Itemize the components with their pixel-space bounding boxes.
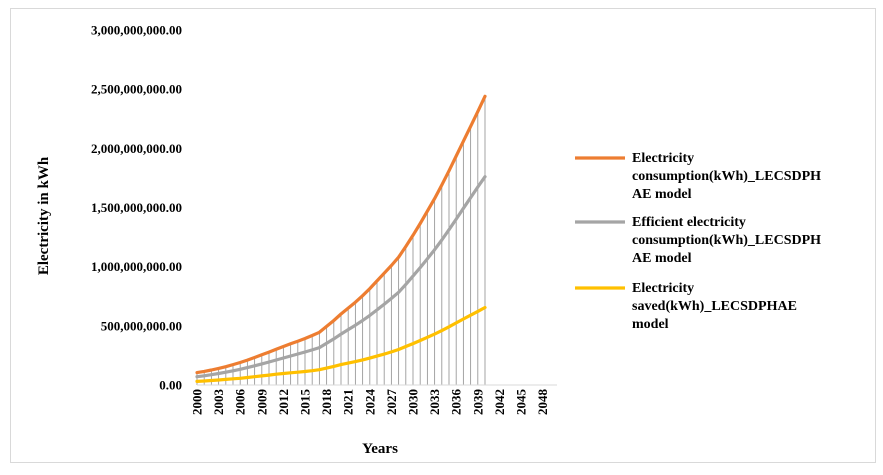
y-tick-label: 2,000,000,000.00 (91, 141, 182, 156)
x-tick-label: 2039 (470, 389, 485, 416)
y-tick-label: 500,000,000.00 (101, 318, 182, 333)
x-tick-label: 2018 (319, 389, 334, 416)
x-tick-label: 2048 (535, 389, 550, 416)
x-tick-label: 2006 (233, 389, 248, 416)
x-tick-label: 2036 (449, 389, 464, 416)
x-tick-label: 2015 (298, 389, 313, 416)
y-axis-title: Electricity in kWh (36, 156, 52, 275)
series-line (195, 94, 487, 375)
x-tick-label: 2042 (492, 389, 507, 415)
x-tick-label: 2021 (341, 389, 356, 415)
y-axis-ticks: 0.00 500,000,000.00 1,000,000,000.00 1,500,… (91, 23, 182, 393)
series-line (195, 175, 487, 379)
drop-lines (196, 96, 486, 385)
x-axis-ticks: 2000 2003 2006 2009 2012 2015 2018 2021 2024 2027… (190, 389, 551, 416)
legend-label: Electricity (632, 281, 694, 296)
y-tick-label: 1,000,000,000.00 (91, 259, 182, 274)
x-tick-label: 2030 (406, 389, 421, 415)
x-tick-label: 2045 (514, 389, 529, 416)
x-tick-label: 2012 (276, 389, 291, 415)
legend-label: model (632, 317, 669, 332)
y-tick-label: 1,500,000,000.00 (91, 200, 182, 215)
legend-label: Electricity (632, 151, 694, 166)
y-tick-label: 0.00 (159, 378, 182, 393)
x-tick-label: 2033 (427, 389, 442, 416)
x-axis-title: Years (362, 441, 398, 457)
x-tick-label: 2003 (211, 389, 226, 416)
legend: Electricity consumption(kWh)_LECSDPH AE mo… (575, 151, 821, 332)
legend-label: consumption(kWh)_LECSDPH (632, 169, 821, 184)
x-tick-label: 2000 (190, 389, 205, 415)
legend-label: saved(kWh)_LECSDPHAE (632, 299, 797, 314)
legend-label: Efficient electricity (632, 215, 746, 230)
x-tick-label: 2024 (362, 389, 377, 416)
y-tick-label: 2,500,000,000.00 (91, 82, 182, 97)
series-line (195, 305, 487, 383)
series-lines (195, 94, 487, 383)
x-tick-label: 2027 (384, 389, 399, 416)
legend-label: AE model (632, 251, 692, 266)
legend-label: AE model (632, 187, 692, 202)
y-tick-label: 3,000,000,000.00 (91, 23, 182, 38)
legend-label: consumption(kWh)_LECSDPH (632, 233, 821, 248)
x-tick-label: 2009 (254, 389, 269, 416)
